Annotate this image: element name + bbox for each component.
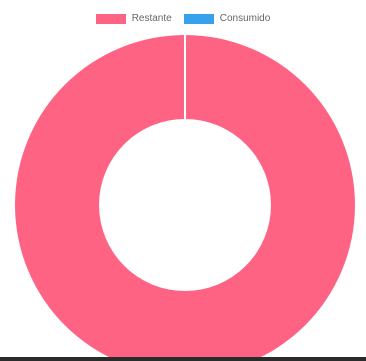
- legend-label-consumido: Consumido: [219, 13, 271, 24]
- legend-swatch-consumido: [183, 13, 214, 24]
- chart-legend: Restante Consumido: [0, 13, 366, 24]
- bottom-edge-bar: [0, 357, 366, 361]
- slice-restante[interactable]: [15, 35, 355, 361]
- legend-label-restante: Restante: [131, 13, 172, 24]
- legend-swatch-restante: [95, 13, 126, 24]
- legend-item-consumido[interactable]: Consumido: [183, 13, 271, 24]
- legend-item-restante[interactable]: Restante: [95, 13, 172, 24]
